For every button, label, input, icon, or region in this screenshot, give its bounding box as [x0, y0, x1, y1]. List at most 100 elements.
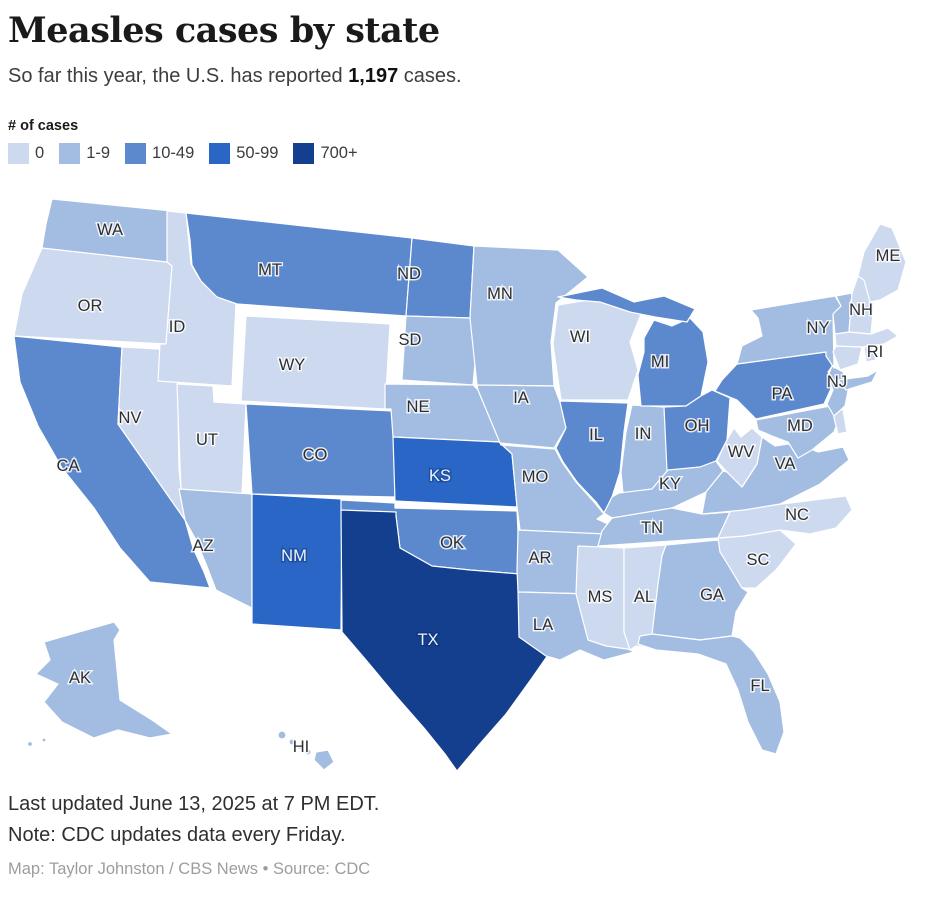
legend-item-700plus: 700+: [293, 143, 358, 164]
state-label-al: AL: [634, 588, 654, 606]
state-shape-hi-island-2[interactable]: [288, 738, 296, 746]
legend: # of cases 0 1-9 10-49 50-99 700+: [8, 118, 373, 164]
legend-swatch-1-9: [59, 143, 81, 164]
state-shape-il[interactable]: [555, 400, 629, 514]
state-shape-wi[interactable]: [552, 296, 642, 401]
legend-swatch-10-49: [125, 143, 147, 164]
state-label-mn: MN: [487, 285, 513, 303]
state-label-nv: NV: [119, 409, 142, 427]
state-shape-or[interactable]: [13, 247, 173, 345]
state-shape-mi-lower[interactable]: [637, 317, 709, 407]
legend-item-50-99: 50-99: [209, 143, 278, 164]
state-shape-ak-island-1[interactable]: [26, 740, 34, 748]
legend-swatch-50-99: [209, 143, 231, 164]
state-label-pa: PA: [772, 385, 793, 403]
credit-text: Map: Taylor Johnston / CBS News • Source…: [8, 860, 371, 878]
state-shape-wv[interactable]: [716, 427, 763, 488]
legend-item-1-9: 1-9: [59, 143, 110, 164]
legend-swatch-0: [8, 143, 29, 164]
state-label-ut: UT: [196, 431, 218, 449]
state-shape-mn[interactable]: [469, 245, 589, 387]
state-label-tx: TX: [417, 631, 438, 649]
state-label-nh: NH: [849, 301, 873, 319]
state-shapes: [13, 198, 907, 772]
state-shape-hi-island-3[interactable]: [296, 743, 304, 751]
state-label-az: AZ: [192, 537, 213, 555]
state-label-ar: AR: [529, 549, 552, 567]
legend-item-10-49: 10-49: [125, 143, 194, 164]
state-shape-wy[interactable]: [240, 315, 391, 410]
state-shape-ny-long-island[interactable]: [837, 369, 879, 391]
legend-label-1-9: 1-9: [86, 144, 111, 162]
state-shape-me[interactable]: [857, 223, 907, 303]
state-shape-hi-island-1[interactable]: [277, 730, 287, 740]
state-label-ny: NY: [807, 319, 830, 337]
page-title: Measles cases by state: [8, 10, 440, 51]
state-label-ne: NE: [407, 398, 430, 416]
state-shape-tx[interactable]: [340, 509, 549, 772]
header: Measles cases by state So far this year,…: [8, 10, 462, 88]
state-label-mi: MI: [651, 353, 669, 371]
state-shape-hi-big-island[interactable]: [313, 749, 335, 771]
last-updated-text: Last updated June 13, 2025 at 7 PM EDT.: [8, 793, 380, 815]
legend-label-700plus: 700+: [320, 144, 358, 162]
state-shape-ut[interactable]: [176, 383, 247, 495]
legend-label-10-49: 10-49: [152, 144, 195, 162]
state-shape-hi-island-4[interactable]: [304, 748, 312, 756]
state-shape-ia[interactable]: [476, 384, 567, 449]
state-label-in: IN: [635, 425, 652, 443]
state-label-ky: KY: [659, 475, 681, 493]
state-label-wv: WV: [728, 443, 755, 461]
state-label-va: VA: [775, 455, 796, 473]
subtitle-case-count: 1,197: [348, 64, 399, 87]
state-shape-ak-island-2[interactable]: [41, 737, 47, 743]
state-shape-nm[interactable]: [251, 493, 343, 631]
subtitle-suffix: cases.: [398, 64, 462, 87]
state-shape-ak[interactable]: [35, 621, 173, 739]
state-label-tn: TN: [641, 519, 663, 537]
state-label-ga: GA: [700, 586, 724, 604]
legend-item-0: 0: [8, 143, 44, 164]
state-shape-ks[interactable]: [392, 436, 518, 508]
state-label-ca: CA: [57, 457, 80, 475]
legend-title: # of cases: [8, 118, 79, 134]
state-label-hi: HI: [293, 738, 310, 756]
note-text: Note: CDC updates data every Friday.: [8, 824, 346, 846]
state-shape-mi-upper[interactable]: [557, 287, 696, 323]
state-label-wi: WI: [570, 328, 590, 346]
state-shape-ct[interactable]: [832, 345, 863, 371]
state-shape-nj[interactable]: [826, 365, 850, 417]
state-label-ri: RI: [867, 343, 884, 361]
legend-row: 0 1-9 10-49 50-99 700+: [8, 143, 373, 164]
state-label-nm: NM: [281, 547, 307, 565]
state-label-sc: SC: [747, 551, 770, 569]
state-shape-wa[interactable]: [41, 198, 173, 263]
state-shape-nc[interactable]: [701, 495, 853, 539]
state-label-me: ME: [876, 247, 901, 265]
state-shape-id[interactable]: [157, 210, 237, 387]
state-shape-mo[interactable]: [499, 442, 611, 537]
footer: Last updated June 13, 2025 at 7 PM EDT. …: [8, 789, 379, 879]
state-label-ok: OK: [440, 534, 464, 552]
state-label-oh: OH: [685, 417, 710, 435]
state-label-ks: KS: [429, 467, 451, 485]
state-label-or: OR: [78, 297, 103, 315]
state-label-ak: AK: [69, 669, 91, 687]
legend-label-50-99: 50-99: [236, 144, 279, 162]
state-label-nd: ND: [397, 265, 421, 283]
state-label-la: LA: [533, 616, 553, 634]
subtitle: So far this year, the U.S. has reported …: [8, 65, 462, 88]
state-shape-sd[interactable]: [401, 315, 478, 386]
state-label-ia: IA: [513, 389, 529, 407]
state-shape-fl[interactable]: [637, 633, 785, 755]
state-label-md: MD: [787, 417, 813, 435]
legend-swatch-700plus: [293, 143, 315, 164]
state-label-nj: NJ: [827, 373, 847, 391]
state-label-co: CO: [303, 446, 328, 464]
state-label-sd: SD: [399, 331, 422, 349]
state-label-wa: WA: [97, 221, 123, 239]
state-label-id: ID: [169, 318, 186, 336]
state-labels: WA OR ID MT WY NV UT CA AZ NM CO ND SD N…: [55, 220, 902, 758]
